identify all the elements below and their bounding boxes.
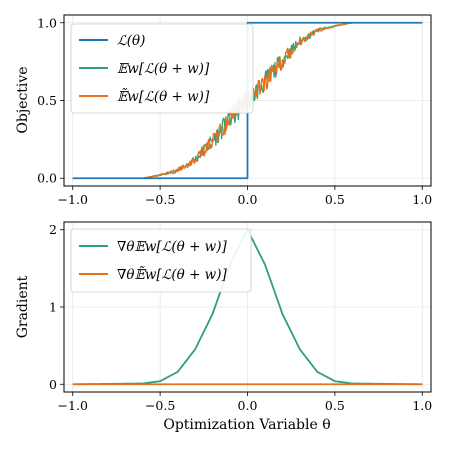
y-tick-label: 1	[49, 300, 57, 315]
legend-entry: 𝔼̃w[ℒ(θ + w)]	[117, 88, 210, 105]
x-tick-label: 0.5	[325, 398, 345, 413]
y-tick-label: 0	[49, 377, 57, 392]
x-tick-label: −1.0	[58, 192, 88, 207]
x-tick-label: −0.5	[145, 398, 175, 413]
x-tick-label: 1.0	[412, 192, 432, 207]
y-tick-label: 0.5	[37, 93, 57, 108]
legend-entry: 𝔼w[ℒ(θ + w)]	[117, 61, 210, 77]
x-tick-label: 1.0	[412, 398, 432, 413]
legend-entry: ∇θ𝔼w[ℒ(θ + w)]	[117, 239, 227, 255]
x-tick-label: 0.0	[238, 398, 258, 413]
legend-box	[70, 228, 252, 293]
x-tick-label: −0.5	[145, 192, 175, 207]
legend-entry: ℒ(θ)	[117, 33, 145, 49]
tick-labels: −1.0 −0.5 0.0 0.5 1.0 0.0 0.5 1.0	[37, 15, 432, 207]
x-tick-label: 0.0	[238, 192, 258, 207]
legend: ℒ(θ) 𝔼w[ℒ(θ + w)] 𝔼̃w[ℒ(θ + w)]	[70, 23, 254, 114]
x-tick-label: 0.5	[325, 192, 345, 207]
x-axis-label: Optimization Variable θ	[163, 417, 330, 433]
tick-labels: −1.0 −0.5 0.0 0.5 1.0 0 1 2	[49, 222, 432, 413]
legend-box	[70, 23, 254, 114]
y-tick-label: 1.0	[37, 15, 57, 30]
legend: ∇θ𝔼w[ℒ(θ + w)] ∇θ𝔼̃w[ℒ(θ + w)]	[70, 228, 252, 293]
y-tick-label: 2	[49, 222, 57, 237]
gradient-plot: −1.0 −0.5 0.0 0.5 1.0 0 1 2 Gradient Optimizati…	[15, 221, 432, 433]
legend-entry: ∇θ𝔼̃w[ℒ(θ + w)]	[117, 266, 227, 283]
y-axis-label: Gradient	[15, 275, 31, 338]
y-tick-label: 0.0	[37, 171, 57, 186]
y-axis-label: Objective	[15, 66, 31, 133]
objective-plot: −1.0 −0.5 0.0 0.5 1.0 0.0 0.5 1.0 Objective ℒ(θ…	[15, 14, 432, 207]
x-tick-label: −1.0	[58, 398, 88, 413]
